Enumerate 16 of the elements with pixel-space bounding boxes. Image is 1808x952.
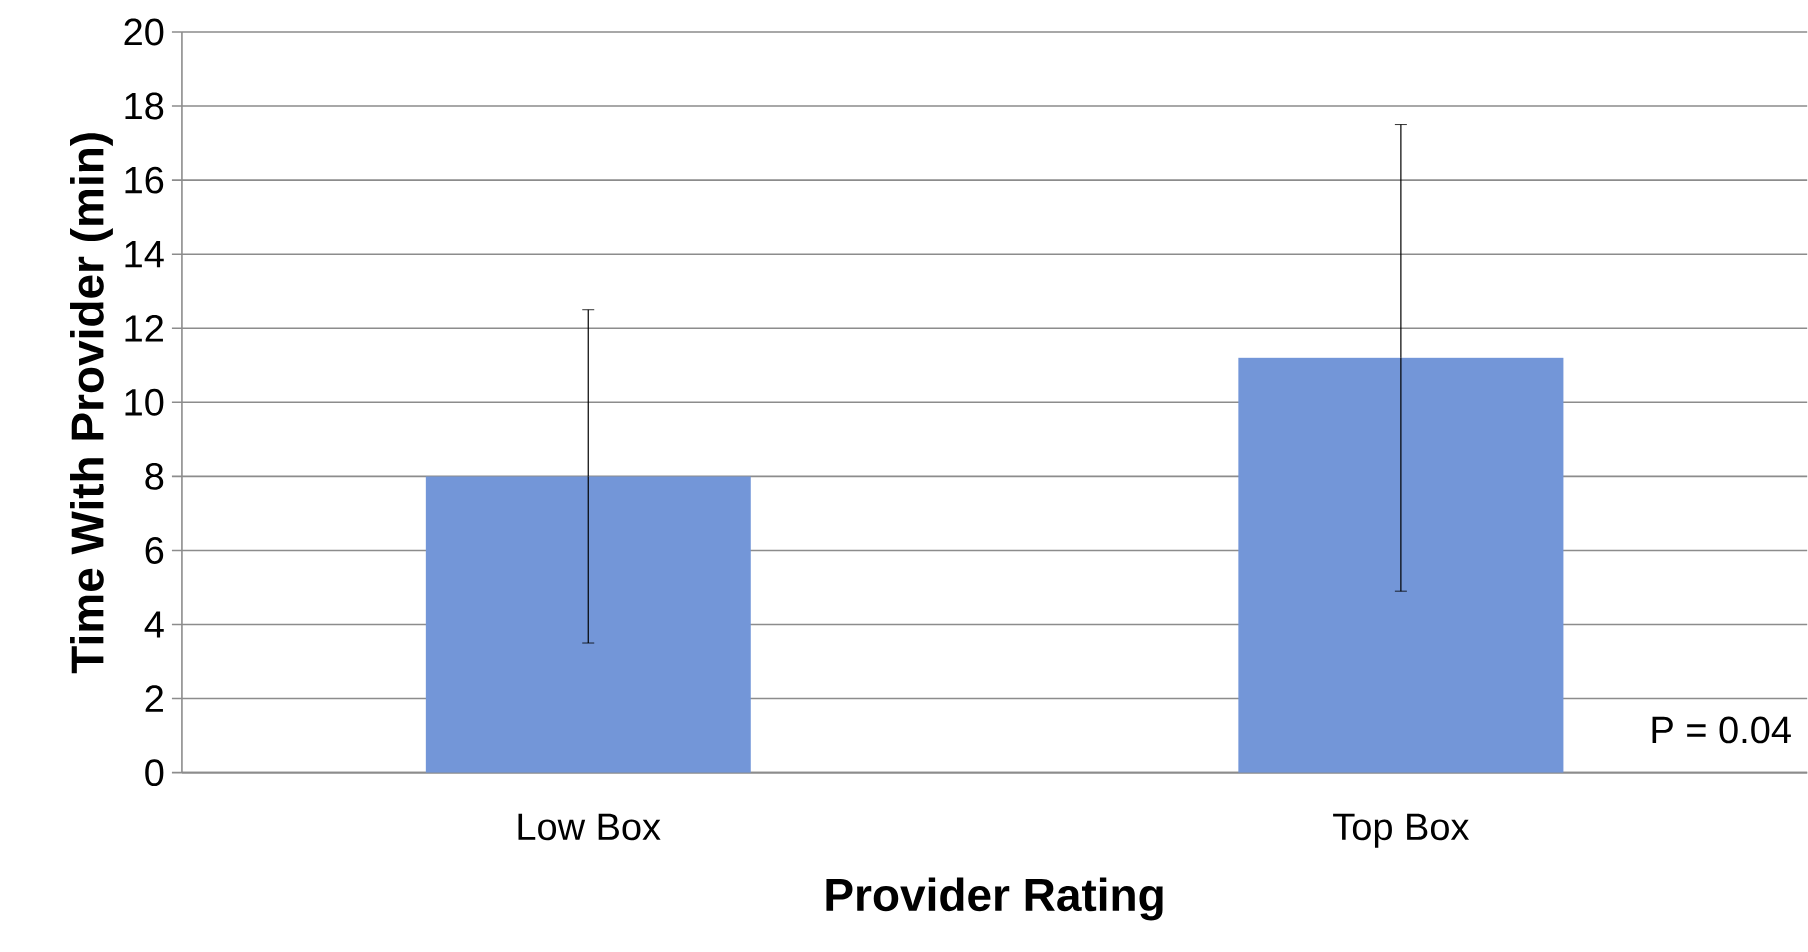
- y-tick-label: 12: [125, 315, 163, 342]
- y-tick-label: 0: [145, 759, 164, 787]
- y-tick-label: 2: [145, 685, 163, 713]
- y-tick-label: 18: [125, 92, 164, 120]
- x-tick-label: Low Box: [518, 813, 661, 841]
- y-tick-label: 6: [145, 537, 164, 565]
- y-tick-label: 10: [125, 389, 164, 416]
- x-axis-title: Provider Rating: [826, 877, 1163, 921]
- y-axis-title: Time With Provider (min): [70, 133, 113, 674]
- y-tick-label: 4: [144, 611, 164, 638]
- x-tick-label: Top Box: [1333, 813, 1470, 848]
- y-tick-label: 14: [125, 241, 164, 268]
- y-tick-label: 16: [125, 166, 164, 194]
- y-tick-label: 8: [145, 463, 164, 491]
- y-tick-label: 20: [124, 18, 164, 46]
- annotation: P = 0.04: [1652, 716, 1791, 744]
